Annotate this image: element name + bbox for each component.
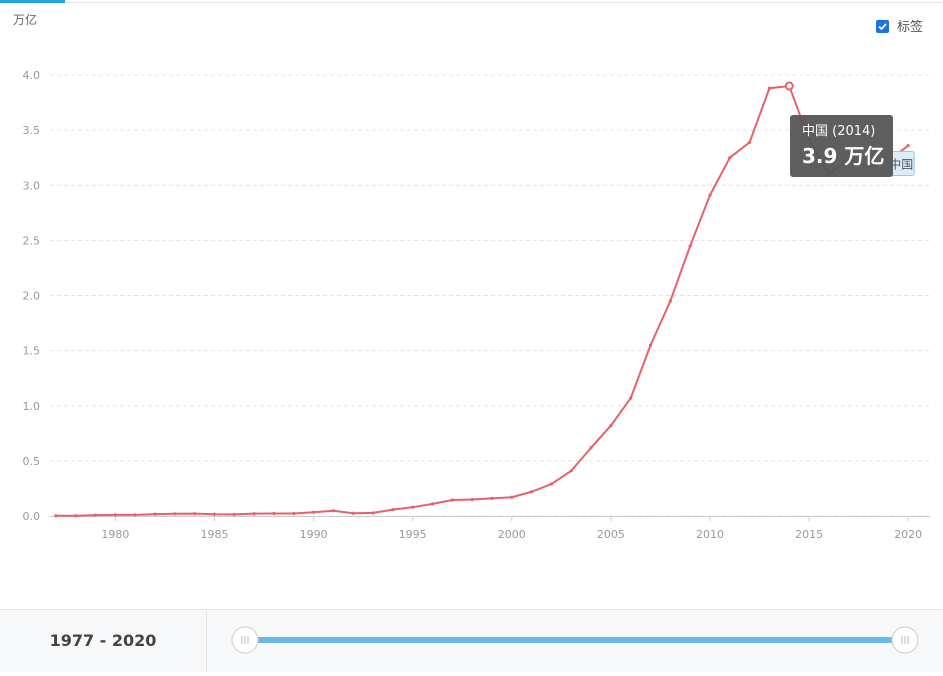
- tooltip-value: 3.9 万亿: [802, 144, 884, 168]
- x-tick-label: 2020: [894, 528, 922, 541]
- data-point: [728, 156, 732, 160]
- data-point: [629, 396, 633, 400]
- y-tick-label: 2.5: [23, 234, 41, 247]
- data-point: [371, 511, 375, 515]
- series-line: [55, 84, 909, 517]
- data-point: [708, 193, 712, 197]
- data-point: [331, 509, 336, 513]
- y-unit: 万亿: [13, 12, 37, 27]
- y-tick-label: 2.0: [23, 290, 41, 303]
- data-point: [668, 299, 672, 303]
- data-point: [530, 490, 534, 494]
- data-point: [906, 143, 910, 148]
- y-tick-label: 4.0: [23, 69, 41, 82]
- data-point: [93, 513, 98, 517]
- data-point: [312, 510, 316, 514]
- data-point: [490, 496, 494, 500]
- data-point: [609, 423, 613, 428]
- data-point: [430, 502, 435, 506]
- y-tick-label: 0.5: [23, 455, 41, 468]
- data-point: [153, 512, 157, 516]
- data-point: [648, 343, 653, 347]
- data-point: [411, 505, 415, 509]
- data-point: [173, 512, 177, 516]
- data-point: [252, 512, 256, 516]
- tooltip-title: 中国 (2014): [802, 124, 875, 139]
- handle-grip: [241, 636, 249, 644]
- x-tick-label: 1995: [399, 528, 427, 541]
- x-tick-label: 1980: [101, 528, 129, 541]
- data-point: [784, 81, 794, 91]
- data-point: [193, 512, 197, 516]
- data-point: [351, 511, 355, 515]
- data-point: [470, 497, 474, 502]
- y-tick-label: 0.0: [23, 510, 41, 523]
- data-point: [549, 482, 554, 486]
- data-point: [272, 511, 276, 516]
- active-tab: [0, 0, 65, 3]
- tooltip: [790, 115, 893, 177]
- data-point: [450, 498, 454, 502]
- data-point: [113, 513, 118, 517]
- data-point: [133, 513, 137, 517]
- handle-grip: [901, 636, 909, 644]
- data-point: [391, 508, 395, 512]
- label-checkbox[interactable]: [876, 20, 889, 33]
- data-point: [54, 514, 58, 518]
- x-tick-label: 2010: [696, 528, 724, 541]
- data-point: [569, 469, 573, 473]
- x-tick-label: 2000: [498, 528, 526, 541]
- data-point: [292, 511, 296, 516]
- range-label: 1977 - 2020: [50, 631, 157, 650]
- checkmark: [878, 23, 887, 31]
- data-point: [212, 512, 217, 516]
- y-tick-label: 3.0: [23, 179, 41, 192]
- x-tick-label: 1985: [201, 528, 229, 541]
- data-point: [589, 446, 593, 450]
- data-point: [767, 86, 772, 90]
- y-tick-label: 1.5: [23, 345, 41, 358]
- x-tick-label: 1990: [300, 528, 328, 541]
- data-point: [510, 495, 514, 499]
- data-point: [232, 512, 236, 516]
- x-tick-label: 2005: [597, 528, 625, 541]
- range-track[interactable]: [245, 637, 905, 643]
- y-tick-label: 3.5: [23, 124, 41, 137]
- data-point: [688, 244, 692, 248]
- x-tick-label: 2015: [795, 528, 823, 541]
- y-tick-label: 1.0: [23, 400, 41, 413]
- data-point: [74, 514, 78, 518]
- series-label: 中国: [889, 157, 913, 172]
- data-point: [748, 140, 752, 144]
- label-toggle-text[interactable]: 标签: [897, 19, 923, 35]
